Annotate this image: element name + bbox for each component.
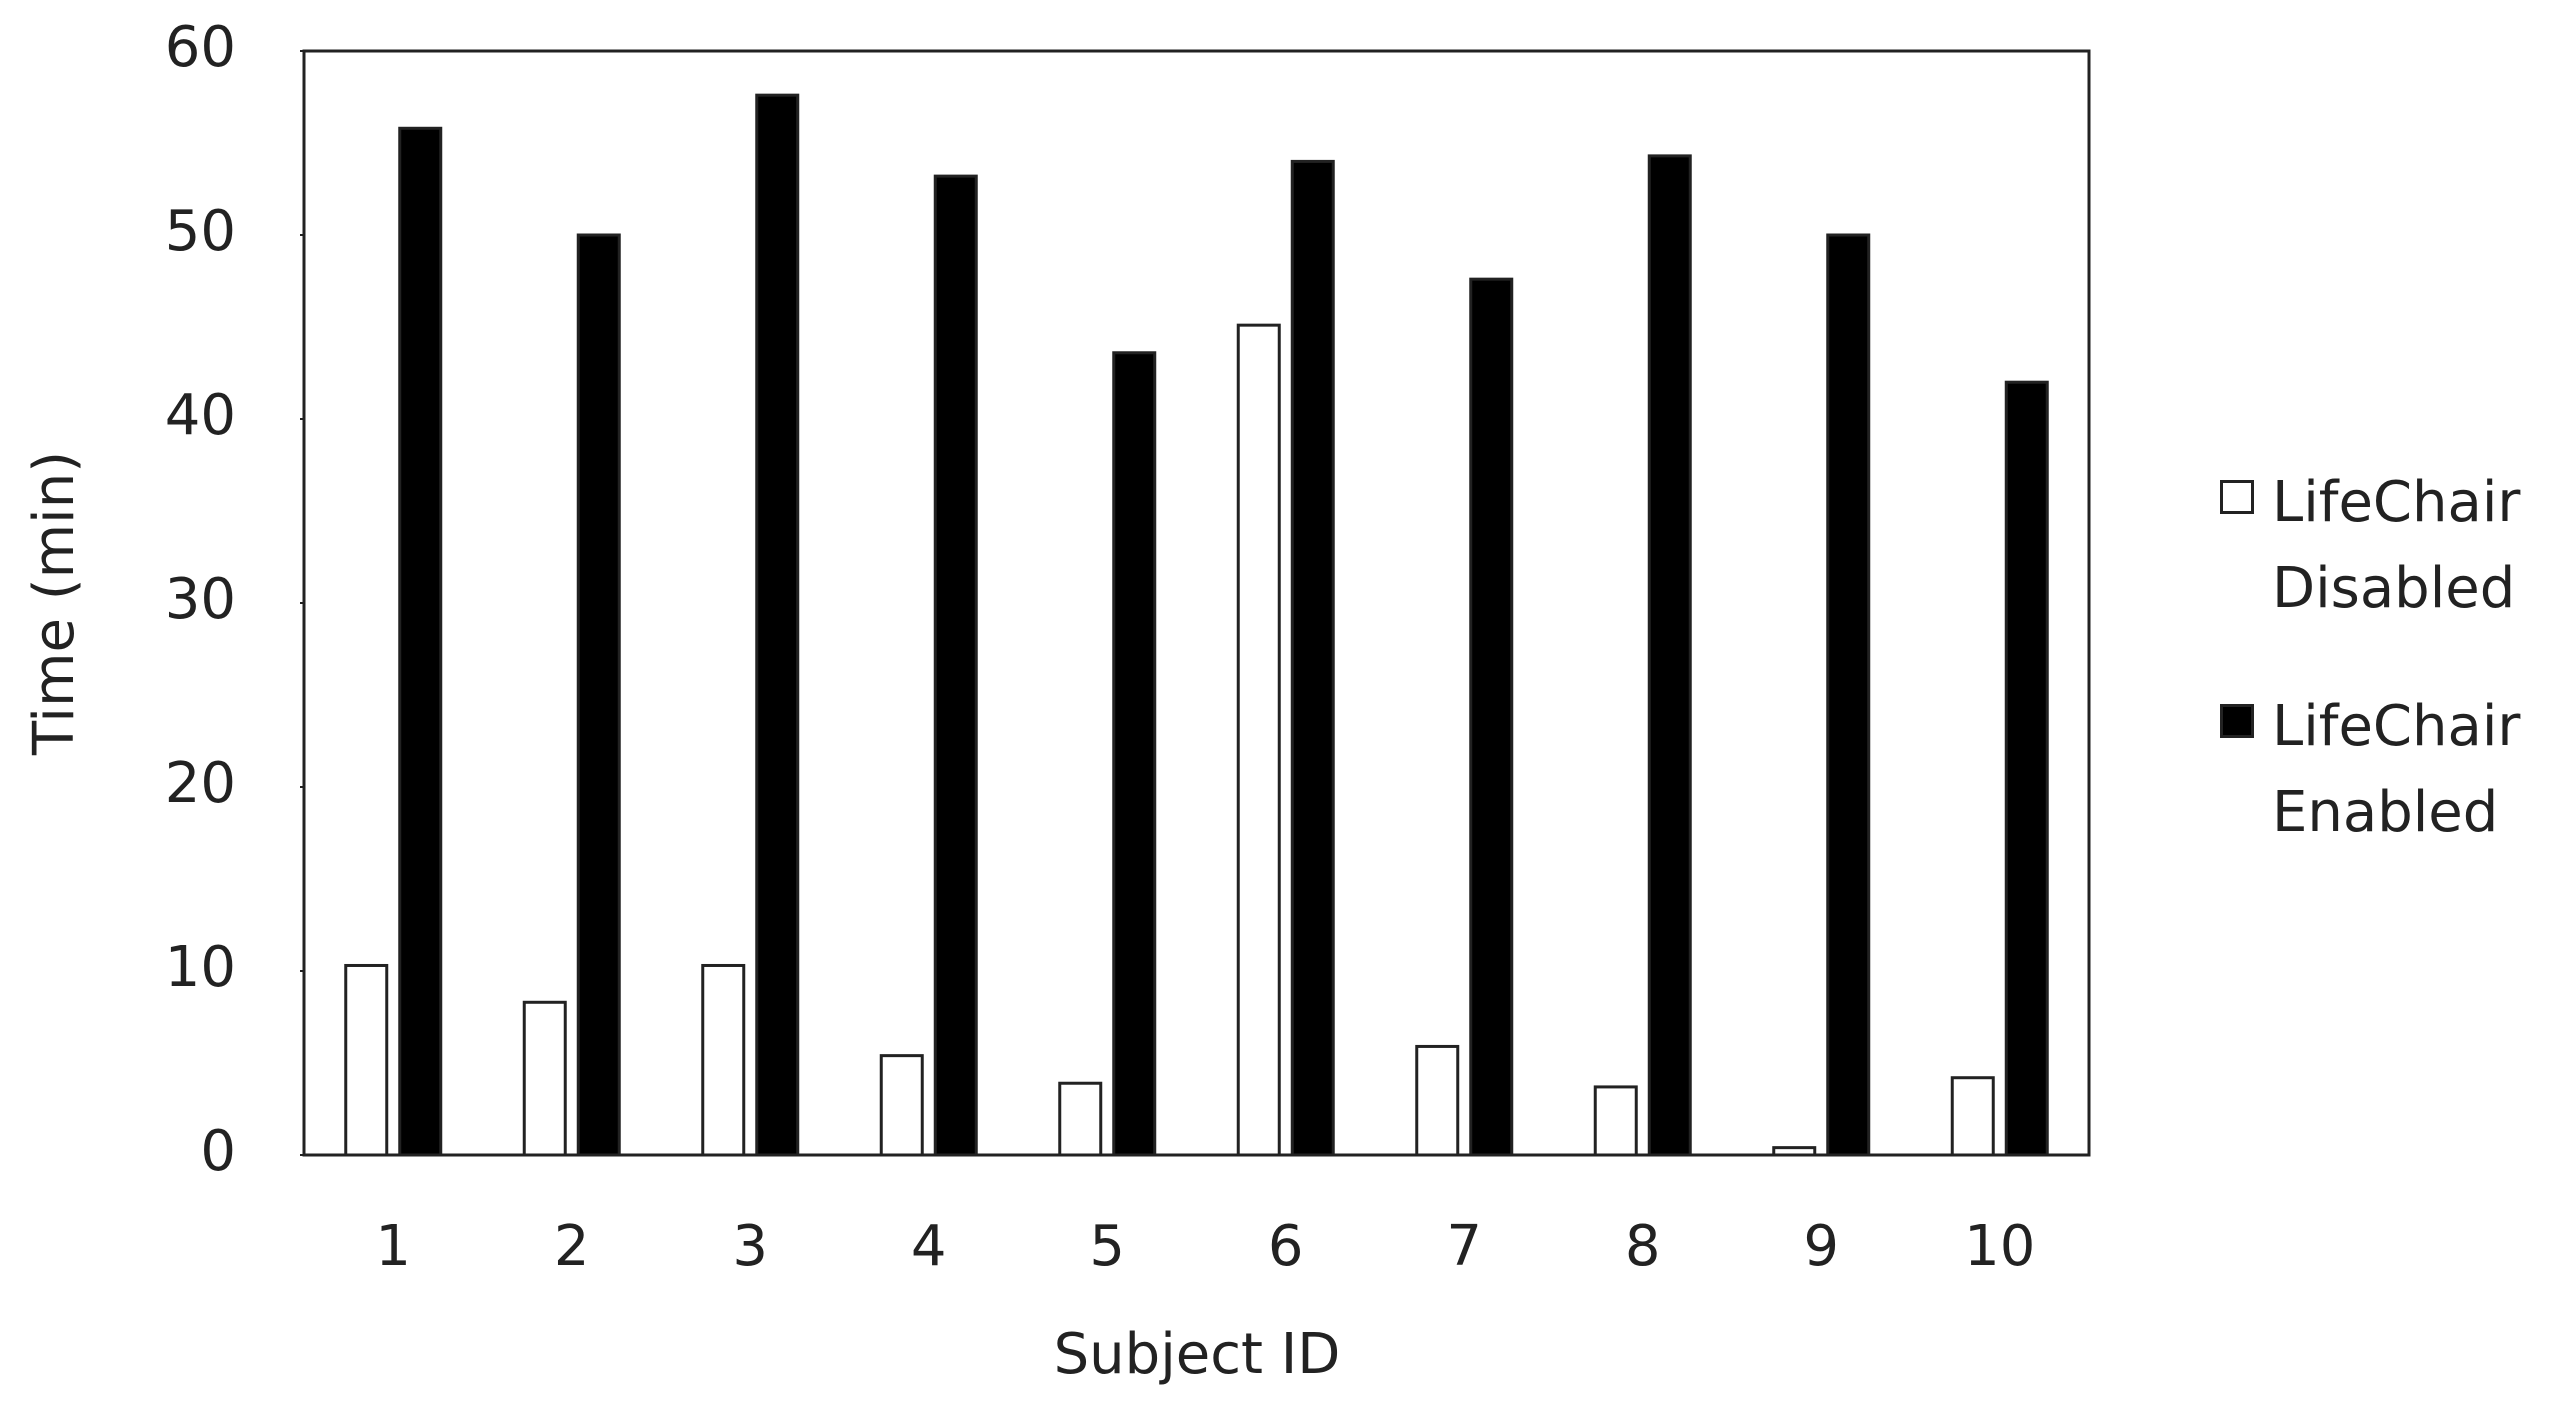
plot-frame xyxy=(302,49,2091,1157)
bar xyxy=(398,126,443,1157)
bar xyxy=(1415,1044,1460,1157)
bar xyxy=(344,963,389,1157)
legend-item: LifeChair Enabled xyxy=(2220,684,2550,856)
legend-label: LifeChair Disabled xyxy=(2272,470,2521,621)
x-tick-label: 2 xyxy=(554,1214,590,1279)
x-tick-label: 5 xyxy=(1089,1214,1125,1279)
bar xyxy=(1593,1085,1638,1157)
bar xyxy=(522,1000,567,1157)
x-tick-label: 1 xyxy=(375,1214,411,1279)
y-tick-label: 60 xyxy=(165,15,236,80)
x-tick-label: 3 xyxy=(732,1214,768,1279)
legend-swatch xyxy=(2220,480,2254,514)
legend-swatch xyxy=(2220,704,2254,738)
bar xyxy=(879,1054,924,1157)
y-axis-label: Time (min) xyxy=(22,451,87,756)
bar xyxy=(1290,159,1335,1157)
x-axis-label: Subject ID xyxy=(1054,1322,1341,1387)
y-tick-label: 0 xyxy=(200,1119,236,1184)
x-tick-label: 9 xyxy=(1803,1214,1839,1279)
bar xyxy=(933,174,978,1157)
x-tick-label: 8 xyxy=(1625,1214,1661,1279)
bar xyxy=(1236,323,1281,1157)
y-tick-label: 50 xyxy=(165,199,236,264)
bar xyxy=(1469,277,1514,1157)
bar xyxy=(2004,380,2049,1157)
x-tick-label: 4 xyxy=(911,1214,947,1279)
y-tick-label: 30 xyxy=(165,567,236,632)
x-tick-label: 6 xyxy=(1268,1214,1304,1279)
y-tick-label: 40 xyxy=(165,383,236,448)
legend-label: LifeChair Enabled xyxy=(2272,694,2521,845)
bar xyxy=(701,963,746,1157)
y-tick-label: 10 xyxy=(165,935,236,1000)
bar xyxy=(1647,154,1692,1157)
x-tick-label: 7 xyxy=(1446,1214,1482,1279)
bar xyxy=(576,233,621,1157)
bar xyxy=(1950,1076,1995,1157)
legend: LifeChair Disabled LifeChair Enabled xyxy=(2220,460,2550,908)
bar xyxy=(1826,233,1871,1157)
bar xyxy=(755,93,800,1157)
y-tick-label: 20 xyxy=(165,751,236,816)
bar xyxy=(1058,1081,1103,1157)
legend-item: LifeChair Disabled xyxy=(2220,460,2550,632)
bar xyxy=(1112,351,1157,1157)
x-tick-label: 10 xyxy=(1964,1214,2035,1279)
